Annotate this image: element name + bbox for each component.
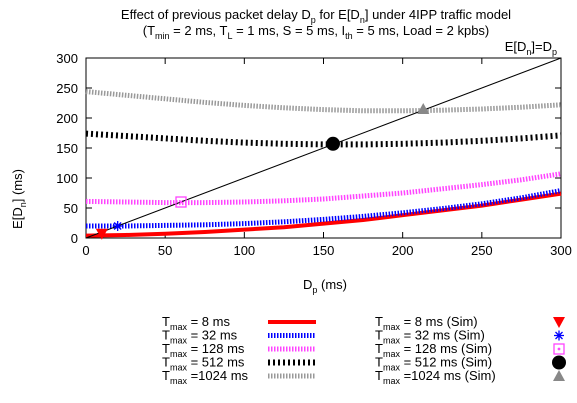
x-tick-label: 300 [550,243,572,258]
y-tick-label: 150 [56,141,78,156]
legend-sim-marker-3 [552,355,566,370]
x-axis-label: Dp (ms) [303,277,347,295]
series-line-1 [86,188,562,229]
x-tick-label: 250 [471,243,493,258]
reference-line-label: E[Dn]=Dp [505,39,557,57]
legend-sim-marker-2 [553,343,565,355]
legend-sim-label-1: Tmax = 32 ms (Sim) [375,328,485,346]
reference-line [85,57,562,239]
sim-point-2 [175,196,187,208]
y-tick-label: 100 [56,171,78,186]
series-line-2 [85,171,562,206]
sim-point-3 [326,136,340,151]
legend-sim-label-0: Tmax = 8 ms (Sim) [375,314,478,332]
legend-sim-marker-4 [553,370,565,381]
legend-sim-marker-1 [554,330,564,341]
legend-label-2: Tmax = 128 ms [162,341,245,359]
x-tick-label: 0 [82,243,89,258]
y-axis-label: E[Dn] (ms) [10,169,28,229]
y-tick-label: 300 [56,51,78,66]
chart-title-line-2: (Tmin = 2 ms, TL = 1 ms, S = 5 ms, Ith =… [143,23,490,41]
y-tick-label: 0 [71,231,78,246]
legend-sim-label-4: Tmax =1024 ms (Sim) [375,368,496,386]
sim-point-0 [95,228,108,240]
chart-title-line-1: Effect of previous packet delay Dp for E… [121,7,511,25]
series-line-3 [85,130,562,148]
y-tick-label: 50 [64,201,78,216]
legend-label-1: Tmax = 32 ms [162,328,238,346]
x-tick-label: 50 [158,243,172,258]
y-tick-label: 200 [56,111,78,126]
sim-point-4 [417,103,430,114]
legend-sim-label-2: Tmax = 128 ms (Sim) [375,341,492,359]
legend-sim-label-3: Tmax = 512 ms (Sim) [375,355,492,373]
legend-label-4: Tmax =1024 ms [162,368,249,386]
series-line-4 [85,89,562,114]
x-tick-label: 200 [392,243,414,258]
sim-point-1 [112,221,123,231]
x-tick-label: 100 [233,243,255,258]
y-tick-label: 250 [56,81,78,96]
legend-label-3: Tmax = 512 ms [162,355,245,373]
legend-sim-marker-0 [553,317,565,328]
legend-label-0: Tmax = 8 ms [162,314,230,332]
x-tick-label: 150 [313,243,335,258]
